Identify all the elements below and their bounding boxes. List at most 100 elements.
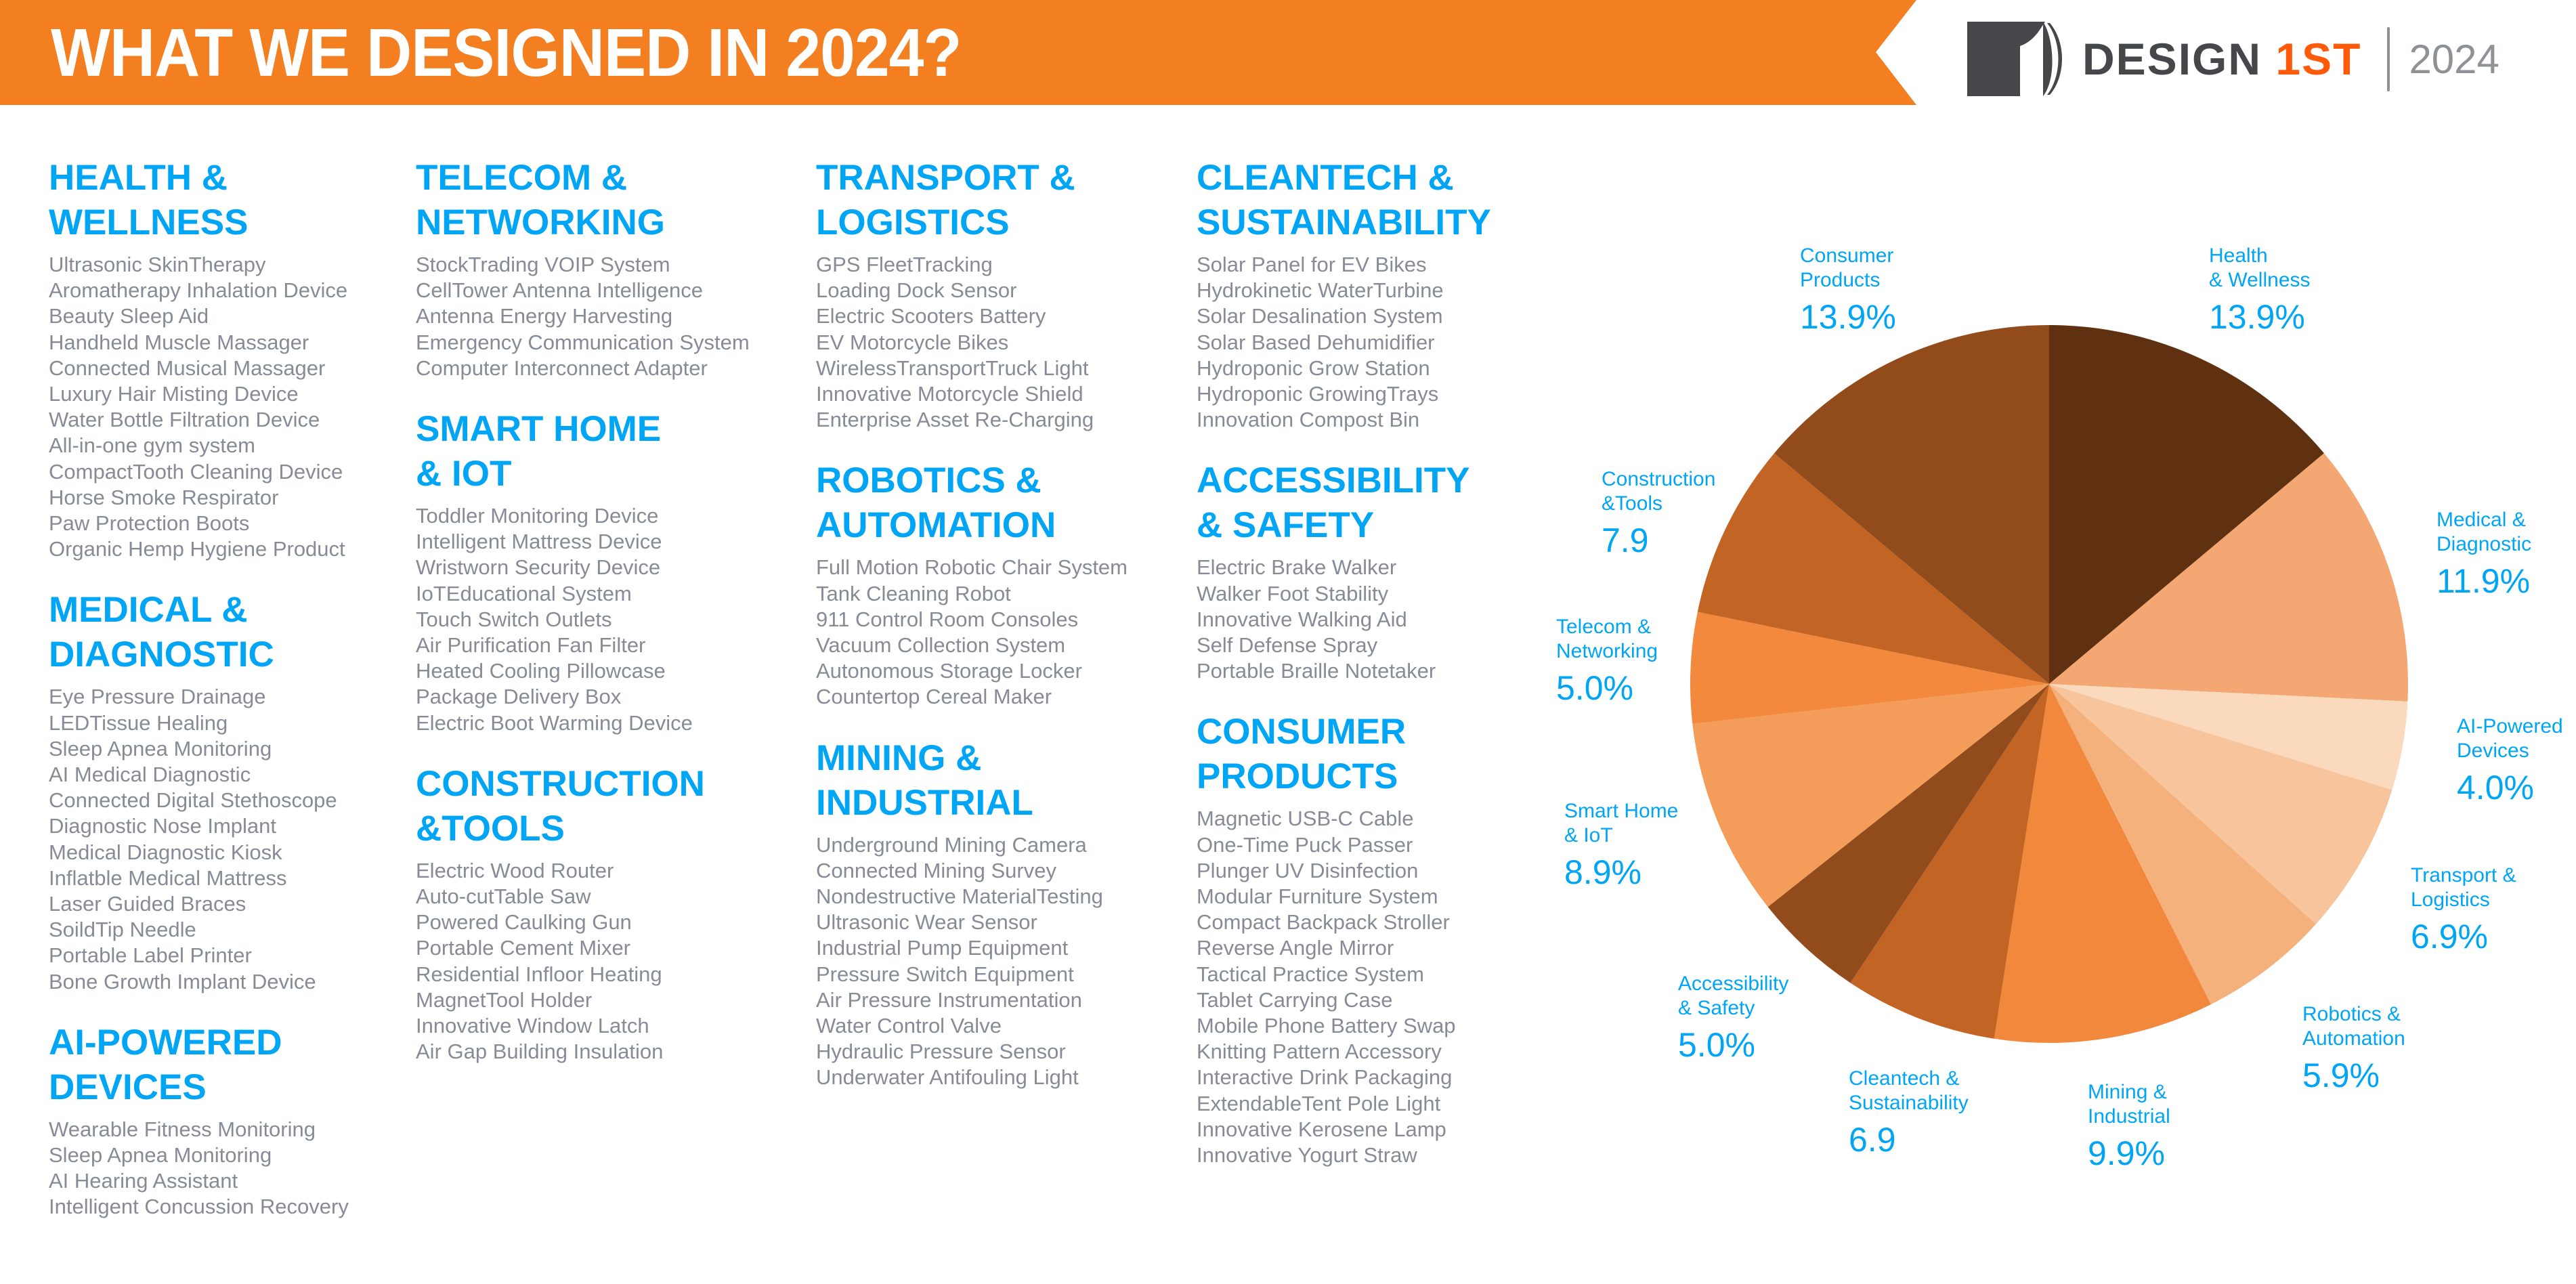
product-item: Innovative Kerosene Lamp (1197, 1117, 1446, 1141)
product-item: MagnetTool Holder (416, 987, 593, 1012)
category-title: CLEANTECH & SUSTAINABILITY (1197, 156, 1491, 245)
product-item: Electric Scooters Battery (816, 304, 1046, 328)
product-item: Residential Infloor Heating (416, 962, 662, 986)
pie-label-accessibility-and-safety: Accessibility & Safety 5.0% (1678, 972, 1788, 1067)
category-title-line: TELECOM & (416, 158, 628, 198)
product-item: Laser Guided Braces (49, 892, 246, 916)
product-item: Solar Panel for EV Bikes (1197, 253, 1427, 276)
category-title-line: &TOOLS (416, 808, 565, 849)
category-title: AI-POWERED DEVICES (49, 1021, 349, 1110)
pie-slice-accessibility-and-safety (1767, 684, 2049, 983)
product-item: EV Motorcycle Bikes (816, 330, 1009, 354)
product-item: Nondestructive MaterialTesting (816, 884, 1103, 909)
pie-label-name: Automation (2302, 1027, 2405, 1050)
product-item: Intelligent Concussion Recovery (49, 1195, 349, 1219)
product-item: Autonomous Storage Locker (816, 659, 1082, 683)
pie-label-cleantech-and-sustainability: Cleantech & Sustainability 6.9 (1849, 1067, 1969, 1161)
product-item: Hydroponic Grow Station (1197, 356, 1430, 380)
product-item: Computer Interconnect Adapter (416, 356, 708, 380)
pie-label-smart-home-and-iot: Smart Home & IoT 8.9% (1564, 799, 1678, 894)
pie-label-name: & IoT (1564, 824, 1613, 847)
product-item: ExtendableTent Pole Light (1197, 1091, 1441, 1115)
product-item: Portable Braille Notetaker (1197, 659, 1436, 683)
category-title: TRANSPORT & LOGISTICS (816, 156, 1128, 245)
pie-label-name: Accessibility (1678, 972, 1789, 995)
pie-label-name: Diagnostic (2437, 533, 2532, 555)
product-item: Plunger UV Disinfection (1197, 858, 1419, 882)
product-item: Tablet Carrying Case (1197, 987, 1393, 1012)
brand-logo: DESIGN 1ST 2024 (1967, 22, 2499, 96)
category-section-health-and-wellness: HEALTH & WELLNESS Ultrasonic SkinTherapy Ar… (49, 156, 349, 562)
product-item: Modular Furniture System (1197, 884, 1438, 909)
product-item: Portable Cement Mixer (416, 936, 631, 960)
category-title-line: HEALTH & (49, 158, 228, 198)
pie-label-name: Transport & (2411, 864, 2516, 886)
pie-label-name: Smart Home (1564, 800, 1679, 822)
pie-label-name: Products (1800, 269, 1881, 291)
product-item: Intelligent Mattress Device (416, 530, 662, 554)
category-section-mining-and-industrial: MINING & INDUSTRIAL Underground Mining Cam… (816, 736, 1128, 1091)
product-item: GPS FleetTracking (816, 253, 993, 276)
category-title-line: DIAGNOSTIC (49, 635, 274, 675)
category-title: MINING & INDUSTRIAL (816, 736, 1128, 826)
category-title-line: NETWORKING (416, 202, 666, 242)
category-column-3: TRANSPORT & LOGISTICS GPS FleetTracking Loa… (816, 156, 1128, 1117)
page-title: WHAT WE DESIGNED IN 2024? (51, 15, 962, 91)
pie-label-value: 13.9% (2209, 298, 2305, 336)
product-item: Self Defense Spray (1197, 633, 1378, 658)
product-item: Compact Backpack Stroller (1197, 910, 1450, 935)
product-item: Eye Pressure Drainage (49, 685, 266, 709)
pie-slice-robotics-and-automation (2049, 684, 2316, 1005)
product-item: Package Delivery Box (416, 685, 622, 709)
category-title-line: LOGISTICS (816, 202, 1010, 242)
category-column-1: HEALTH & WELLNESS Ultrasonic SkinTherapy Ar… (49, 156, 349, 1246)
pie-label-medical-and-diagnostic: Medical & Diagnostic 11.9% (2437, 508, 2531, 603)
header-banner (0, 0, 1916, 105)
pie-label-name: Cleantech & (1849, 1067, 1960, 1090)
pie-slice-construction-andtools (1697, 453, 2049, 684)
pie-slice-ai-powered-devices (2049, 684, 2408, 790)
product-item: Air Gap Building Insulation (416, 1040, 664, 1064)
header-notch (1855, 0, 1937, 105)
product-item: Vacuum Collection System (816, 633, 1066, 658)
product-item: Underwater Antifouling Light (816, 1065, 1079, 1090)
product-item: Toddler Monitoring Device (416, 504, 659, 528)
pie-label-health-and-wellness: Health & Wellness 13.9% (2209, 244, 2311, 339)
product-item: Auto-cutTable Saw (416, 884, 591, 909)
category-title-line: AUTOMATION (816, 505, 1056, 546)
product-item: Electric Brake Walker (1197, 555, 1397, 580)
pie-label-ai-powered-devices: AI-Powered Devices 4.0% (2457, 714, 2563, 809)
pie-label-value: 5.9% (2302, 1056, 2380, 1094)
category-column-4: CLEANTECH & SUSTAINABILITY Solar Panel for… (1197, 156, 1491, 1194)
category-section-construction-andtools: CONSTRUCTION &TOOLS Electric Wood Router Au… (416, 762, 750, 1065)
product-item: StockTrading VOIP System (416, 253, 670, 276)
category-title: MEDICAL & DIAGNOSTIC (49, 588, 349, 677)
product-item: Countertop Cereal Maker (816, 685, 1052, 709)
pie-label-transport-and-logistics: Transport & Logistics 6.9% (2411, 863, 2516, 958)
product-item: Mobile Phone Battery Swap (1197, 1014, 1456, 1038)
product-item: Hydraulic Pressure Sensor (816, 1040, 1066, 1064)
product-item: Wearable Fitness Monitoring (49, 1117, 316, 1141)
pie-label-name: Industrial (2088, 1105, 2170, 1128)
category-title-line: ROBOTICS & (816, 461, 1042, 501)
logo-word-accent: 1ST (2275, 34, 2362, 84)
product-item: Full Motion Robotic Chair System (816, 555, 1128, 580)
category-title-line: DEVICES (49, 1067, 207, 1107)
category-section-ai-powered-devices: AI-POWERED DEVICES Wearable Fitness Monito… (49, 1021, 349, 1220)
pie-label-value: 8.9% (1564, 853, 1641, 891)
pie-label-name: Networking (1556, 640, 1658, 662)
category-title-line: INDUSTRIAL (816, 782, 1033, 823)
product-item: Organic Hemp Hygiene Product (49, 537, 345, 561)
pie-label-name: Telecom & (1556, 616, 1652, 638)
pie-slice-health-and-wellness (2049, 325, 2324, 684)
product-item: CellTower Antenna Intelligence (416, 278, 703, 303)
product-item: Ultrasonic SkinTherapy (49, 253, 266, 276)
pie-label-value: 9.9% (2088, 1134, 2165, 1172)
category-title-line: AI-POWERED (49, 1022, 282, 1063)
product-item: Solar Based Dehumidifier (1197, 330, 1435, 354)
category-title: ROBOTICS & AUTOMATION (816, 458, 1128, 548)
logo-word: DESIGN (2082, 34, 2276, 84)
category-section-smart-home-and-iot: SMART HOME & IOT Toddler Monitoring Device… (416, 407, 750, 736)
product-item: Hydroponic GrowingTrays (1197, 382, 1439, 406)
